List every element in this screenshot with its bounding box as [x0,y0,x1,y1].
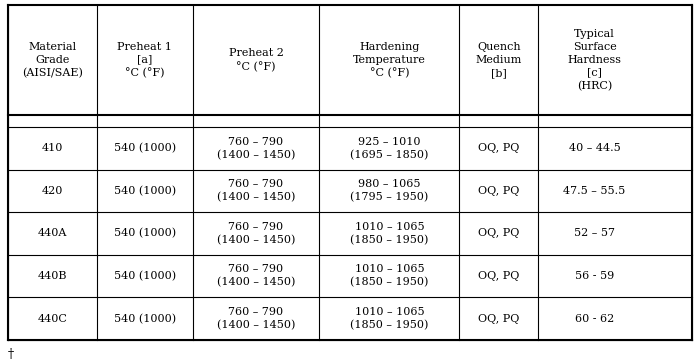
Text: 440A: 440A [38,228,67,239]
Text: 410: 410 [42,143,63,153]
Text: 1010 – 1065
(1850 – 1950): 1010 – 1065 (1850 – 1950) [350,222,428,245]
Text: 760 – 790
(1400 – 1450): 760 – 790 (1400 – 1450) [217,265,295,288]
Text: 760 – 790
(1400 – 1450): 760 – 790 (1400 – 1450) [217,307,295,330]
Text: OQ, PQ: OQ, PQ [478,271,519,281]
Text: 980 – 1065
(1795 – 1950): 980 – 1065 (1795 – 1950) [350,179,428,202]
Text: 760 – 790
(1400 – 1450): 760 – 790 (1400 – 1450) [217,179,295,202]
Text: 420: 420 [42,186,63,196]
Text: 47.5 – 55.5: 47.5 – 55.5 [564,186,626,196]
Text: 540 (1000): 540 (1000) [113,271,176,281]
Text: 540 (1000): 540 (1000) [113,186,176,196]
Text: 40 – 44.5: 40 – 44.5 [568,143,620,153]
Text: Material
Grade
(AISI/SAE): Material Grade (AISI/SAE) [22,42,83,78]
Text: Preheat 2
°C (°F): Preheat 2 °C (°F) [228,48,284,72]
Text: OQ, PQ: OQ, PQ [478,228,519,239]
Text: 56 - 59: 56 - 59 [575,271,614,281]
Text: OQ, PQ: OQ, PQ [478,186,519,196]
Text: 760 – 790
(1400 – 1450): 760 – 790 (1400 – 1450) [217,137,295,160]
Text: 540 (1000): 540 (1000) [113,313,176,324]
Text: Preheat 1
[a]
°C (°F): Preheat 1 [a] °C (°F) [118,42,172,78]
Text: Typical
Surface
Hardness
[c]
(HRC): Typical Surface Hardness [c] (HRC) [568,29,622,91]
Text: 52 – 57: 52 – 57 [574,228,615,239]
Text: 925 – 1010
(1695 – 1850): 925 – 1010 (1695 – 1850) [350,137,428,160]
Text: 540 (1000): 540 (1000) [113,228,176,239]
Text: 760 – 790
(1400 – 1450): 760 – 790 (1400 – 1450) [217,222,295,245]
Text: †: † [8,348,14,361]
Text: OQ, PQ: OQ, PQ [478,143,519,153]
Text: 60 - 62: 60 - 62 [575,314,614,324]
Text: OQ, PQ: OQ, PQ [478,314,519,324]
Text: 440C: 440C [38,314,67,324]
Text: Hardening
Temperature
°C (°F): Hardening Temperature °C (°F) [353,42,426,78]
Text: 1010 – 1065
(1850 – 1950): 1010 – 1065 (1850 – 1950) [350,307,428,330]
Text: 540 (1000): 540 (1000) [113,143,176,153]
Text: Quench
Medium
[b]: Quench Medium [b] [475,42,522,78]
Text: 440B: 440B [38,271,67,281]
Text: 1010 – 1065
(1850 – 1950): 1010 – 1065 (1850 – 1950) [350,265,428,288]
